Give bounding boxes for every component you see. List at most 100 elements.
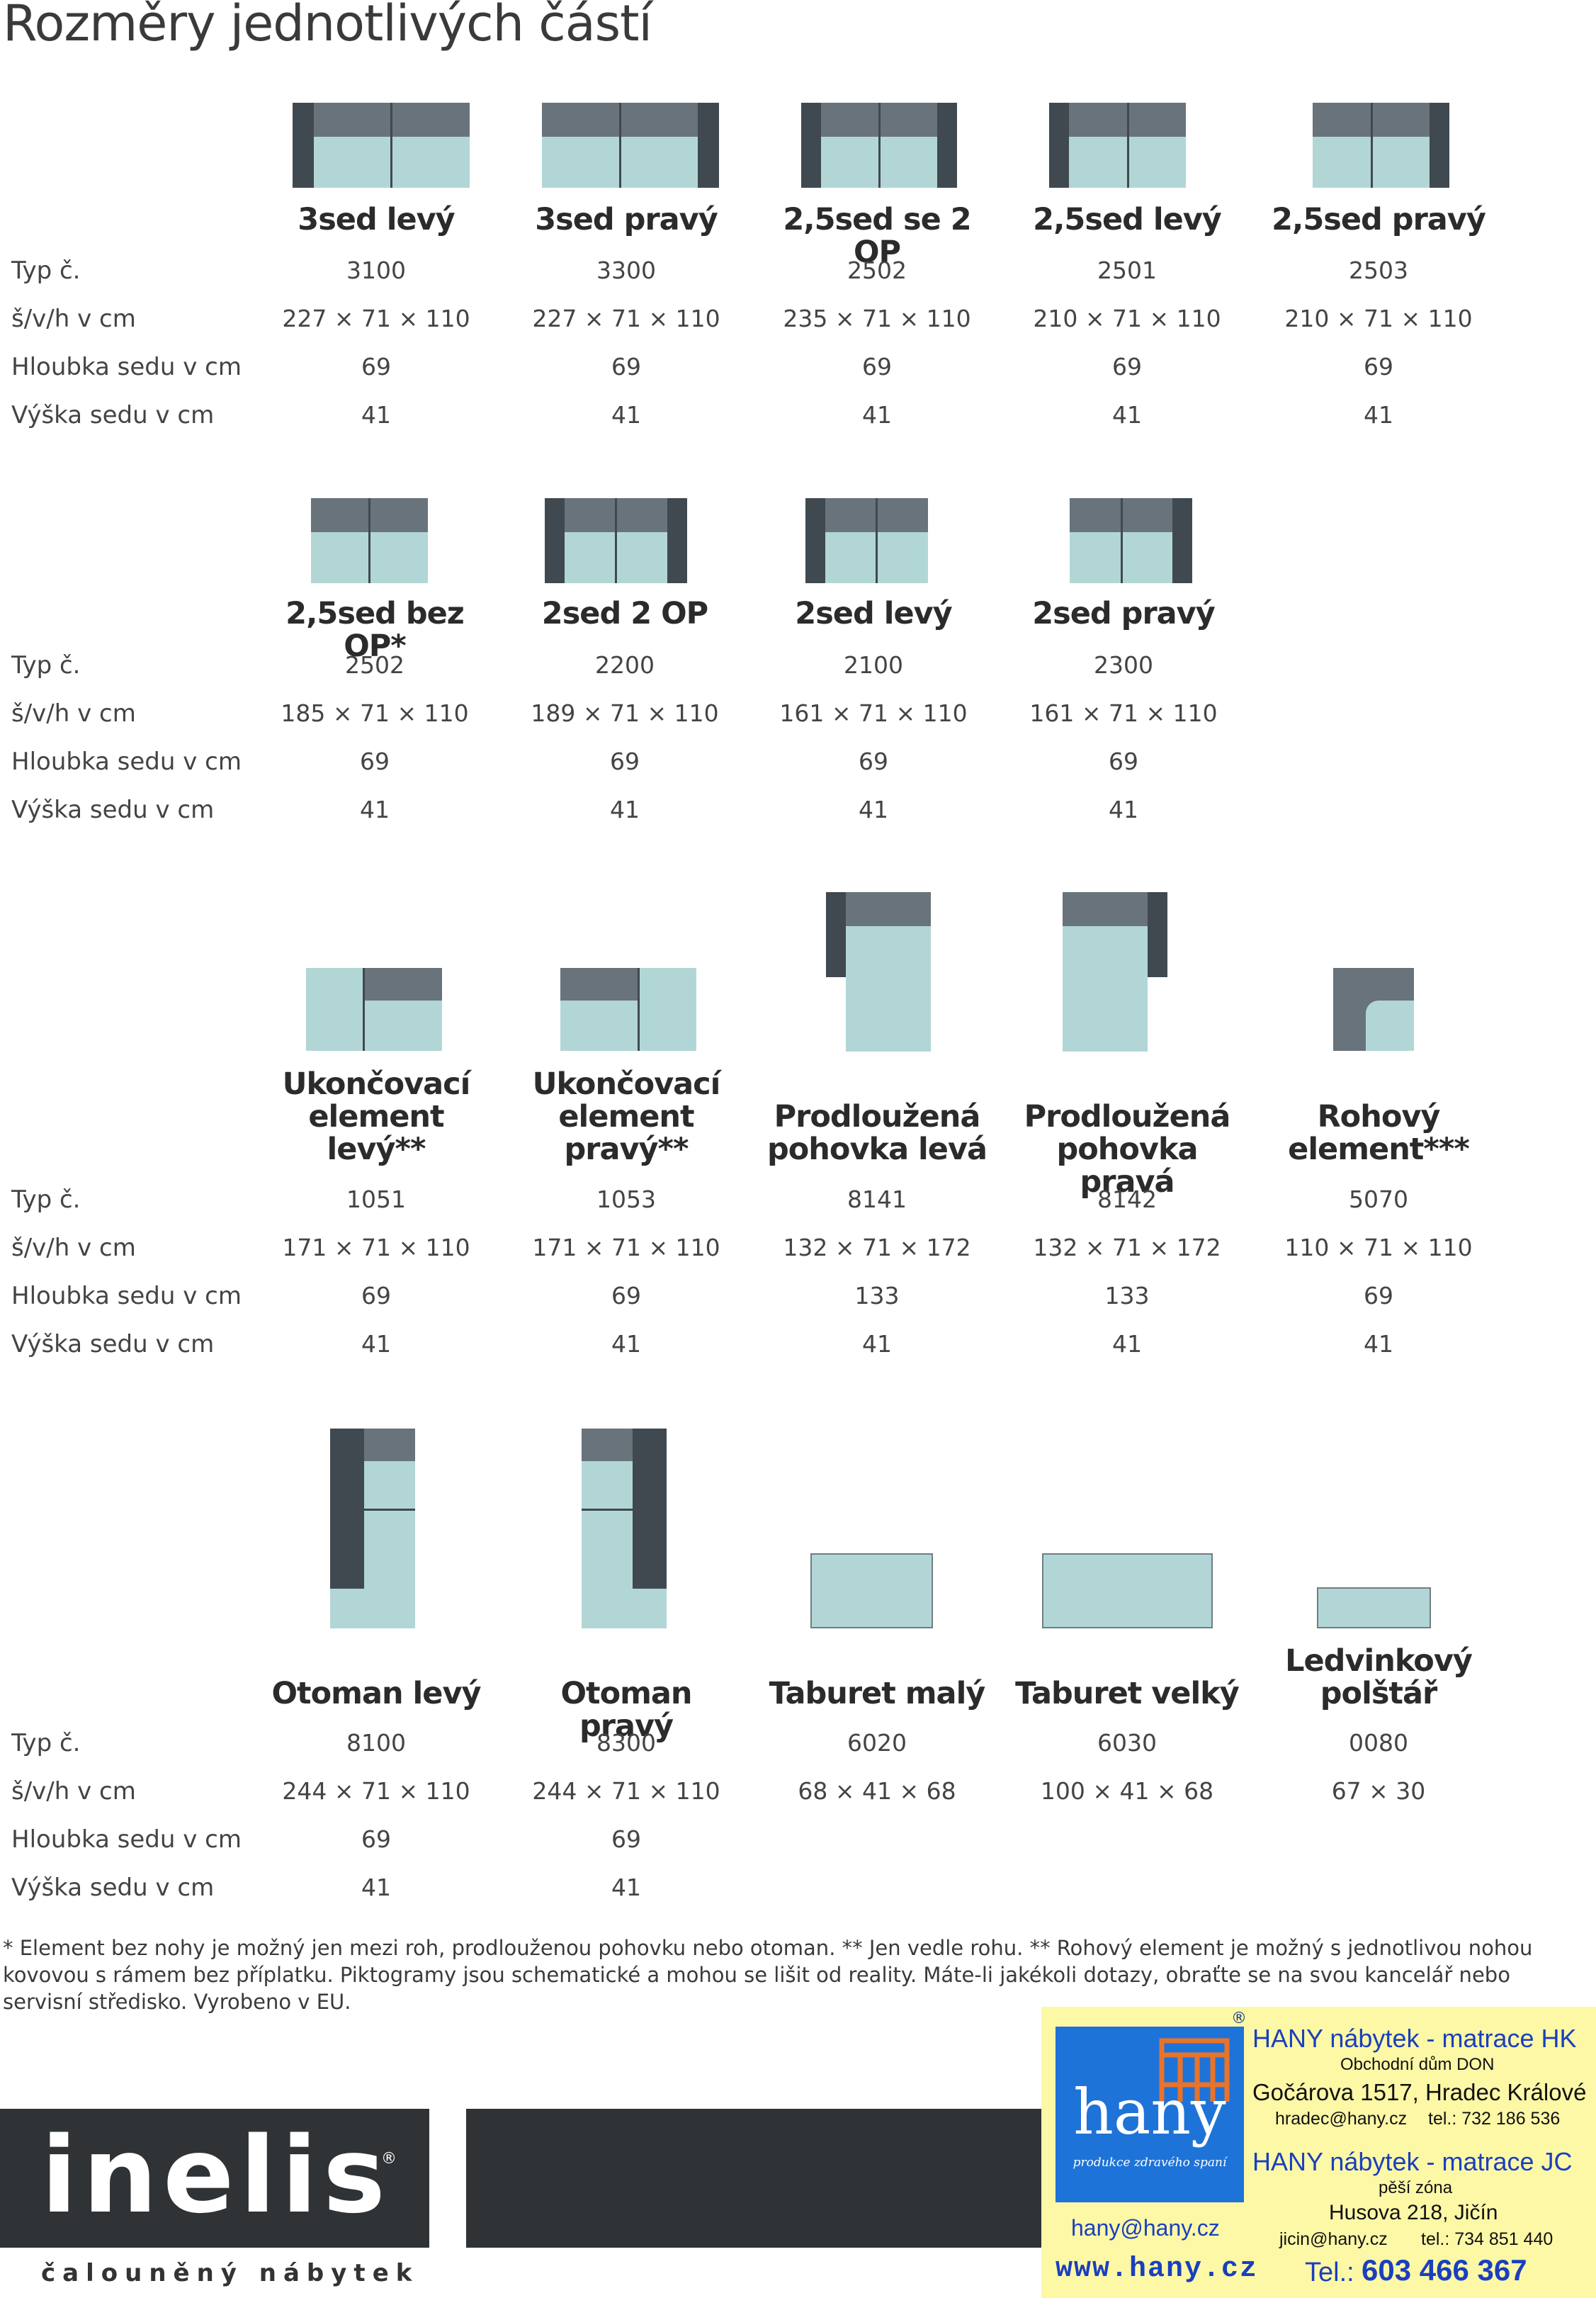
cell-dims: 110 × 71 × 110: [1284, 1234, 1473, 1261]
pictogram-rohovy-element: [1333, 968, 1414, 1051]
cell-type: 0080: [1349, 1729, 1408, 1757]
pictogram-3sed-levy: [293, 103, 470, 188]
item-name: Ukončovací element levý**: [259, 1068, 493, 1166]
cell-height: 41: [862, 1330, 892, 1358]
store1-title: HANY nábytek - matrace HK: [1252, 2024, 1577, 2053]
cell-depth: 69: [1109, 748, 1138, 775]
cell-dims: 68 × 41 × 68: [798, 1777, 956, 1805]
item-name: 3sed levý: [298, 202, 455, 237]
item-name: 2sed levý: [795, 596, 952, 631]
cell-height: 41: [1112, 1330, 1142, 1358]
cell-height: 41: [610, 796, 640, 823]
store2-phone: tel.: 734 851 440: [1421, 2229, 1553, 2249]
cell-height: 41: [361, 401, 391, 429]
cell-type: 6030: [1097, 1729, 1157, 1757]
hany-logo-word: hany: [1073, 2075, 1226, 2148]
item-name-line: pravý**: [564, 1132, 689, 1167]
row-label-height: Výška sedu v cm: [11, 796, 215, 824]
hany-phone-label: Tel.:: [1305, 2258, 1354, 2287]
store2-email[interactable]: jicin@hany.cz: [1279, 2229, 1388, 2249]
cell-dims: 132 × 71 × 172: [783, 1234, 971, 1261]
cell-height: 41: [611, 401, 641, 429]
store1-email[interactable]: hradec@hany.cz: [1275, 2109, 1408, 2129]
item-name: Rohový element***: [1262, 1100, 1495, 1166]
cell-depth: 69: [1112, 353, 1142, 381]
cell-dims: 161 × 71 × 110: [779, 699, 968, 727]
cell-depth: 69: [361, 353, 391, 381]
store1-subtitle: Obchodní dům DON: [1340, 2055, 1495, 2074]
dark-bar: [466, 2109, 1047, 2248]
store1-phone: tel.: 732 186 536: [1428, 2109, 1561, 2129]
registered-mark: ®: [381, 2150, 397, 2168]
cell-depth: 69: [361, 1825, 391, 1853]
pictogram-otoman-levy: [330, 1429, 415, 1628]
hany-email[interactable]: hany@hany.cz: [1071, 2215, 1220, 2241]
footnote: * Element bez nohy je možný jen mezi roh…: [3, 1936, 1533, 2014]
cell-type: 2503: [1349, 257, 1408, 284]
item-name: 3sed pravý: [535, 202, 718, 237]
cell-type: 2300: [1094, 651, 1153, 679]
bed-icon: [1159, 2038, 1230, 2102]
item-name: Ledvinkový polštář: [1262, 1645, 1495, 1710]
row-label-depth: Hloubka sedu v cm: [11, 748, 242, 776]
row-label-type: Typ č.: [11, 257, 81, 285]
cell-dims: 132 × 71 × 172: [1033, 1234, 1221, 1261]
cell-dims: 100 × 41 × 68: [1040, 1777, 1214, 1805]
cell-height: 41: [1109, 796, 1138, 823]
cell-dims: 171 × 71 × 110: [532, 1234, 720, 1261]
cell-height: 41: [1112, 401, 1142, 429]
hany-phone: 603 466 367: [1362, 2253, 1527, 2287]
pictogram-ledvinkovy-polstar: [1317, 1587, 1431, 1628]
pictogram-taburet-velky: [1042, 1553, 1213, 1628]
cell-dims: 171 × 71 × 110: [282, 1234, 470, 1261]
item-name-line: pohovka pravá: [1056, 1132, 1198, 1200]
hany-website[interactable]: www.hany.cz: [1055, 2253, 1259, 2285]
cell-depth: 69: [862, 353, 892, 381]
row-label-dims: š/v/h v cm: [11, 305, 136, 333]
row-label-height: Výška sedu v cm: [11, 1330, 215, 1358]
cell-type: 3100: [346, 257, 406, 284]
cell-height: 41: [361, 1874, 391, 1901]
cell-depth: 69: [611, 1282, 641, 1309]
cell-height: 41: [859, 796, 888, 823]
item-name: Prodloužená pohovka levá: [760, 1100, 994, 1166]
cell-type: 2502: [345, 651, 404, 679]
pictogram-25sed-se-2-op: [801, 103, 957, 188]
item-name: Prodloužená pohovka pravá: [1010, 1100, 1244, 1198]
cell-type: 8300: [596, 1729, 656, 1757]
item-name-line: Ukončovací: [532, 1066, 721, 1102]
cell-type: 6020: [847, 1729, 907, 1757]
row-label-height: Výška sedu v cm: [11, 401, 215, 429]
item-name: 2,5sed levý: [1033, 202, 1222, 237]
cell-dims: 244 × 71 × 110: [532, 1777, 720, 1805]
row-label-dims: š/v/h v cm: [11, 699, 136, 728]
cell-type: 2502: [847, 257, 907, 284]
item-name: 2sed pravý: [1032, 596, 1216, 631]
row-label-height: Výška sedu v cm: [11, 1874, 215, 1902]
item-name: 2,5sed pravý: [1272, 202, 1486, 237]
cell-dims: 185 × 71 × 110: [281, 699, 469, 727]
cell-height: 41: [360, 796, 390, 823]
item-name-line: Ledvinkový: [1285, 1643, 1473, 1679]
cell-type: 1051: [346, 1185, 406, 1213]
row-label-depth: Hloubka sedu v cm: [11, 353, 242, 381]
cell-height: 41: [361, 1330, 391, 1358]
hany-logo-slogan: produkce zdravého spaní: [1073, 2156, 1227, 2170]
row-label-dims: š/v/h v cm: [11, 1777, 136, 1806]
row-label-depth: Hloubka sedu v cm: [11, 1825, 242, 1854]
brand-logo-box: [0, 2109, 429, 2248]
pictogram-prodlouzena-prava: [1063, 892, 1167, 1052]
item-name: Taburet malý: [769, 1676, 986, 1711]
cell-dims: 210 × 71 × 110: [1033, 305, 1221, 332]
pictogram-taburet-maly: [810, 1553, 933, 1628]
pictogram-25sed-bez-op: [311, 498, 428, 583]
item-name-line: levý**: [327, 1132, 426, 1167]
row-label-depth: Hloubka sedu v cm: [11, 1282, 242, 1310]
item-name-line: pohovka levá: [766, 1132, 987, 1167]
cell-height: 41: [611, 1330, 641, 1358]
cell-dims: 227 × 71 × 110: [532, 305, 720, 332]
cell-depth: 133: [1104, 1282, 1150, 1309]
item-name: Otoman levý: [271, 1676, 481, 1711]
item-name: Otoman pravý: [560, 1676, 692, 1744]
item-name-line: element: [558, 1099, 694, 1134]
